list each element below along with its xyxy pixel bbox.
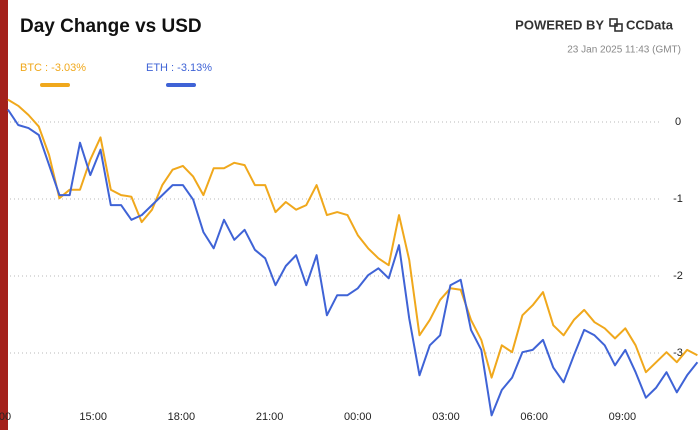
y-tick-label: 0: [675, 116, 681, 128]
line-series: [7, 109, 699, 417]
x-tick-label: 06:00: [520, 411, 548, 423]
brand: CCData: [626, 17, 674, 32]
x-tick-label: 00:00: [344, 411, 372, 423]
line-series: [7, 98, 698, 379]
brand-prefix: POWERED BY: [515, 17, 604, 32]
accent-bar: [0, 0, 8, 430]
x-tick-label: 18:00: [168, 411, 196, 423]
x-tick-label: 00: [0, 411, 11, 423]
y-tick-label: -1: [673, 193, 683, 205]
x-tick-label: 03:00: [432, 411, 460, 423]
y-tick-label: -2: [673, 270, 683, 282]
legend-swatch: [166, 83, 196, 87]
x-tick-label: 15:00: [79, 411, 107, 423]
x-tick-label: 09:00: [609, 411, 637, 423]
timestamp: 23 Jan 2025 11:43 (GMT): [567, 45, 681, 56]
legend-label: BTC : -3.03%: [20, 62, 86, 74]
chart-title: Day Change vs USD: [20, 16, 202, 37]
legend-swatch: [40, 83, 70, 87]
legend-label: ETH : -3.13%: [146, 62, 212, 74]
y-tick-label: -3: [673, 347, 683, 359]
brand-logo: [609, 18, 623, 32]
x-tick-label: 21:00: [256, 411, 284, 423]
